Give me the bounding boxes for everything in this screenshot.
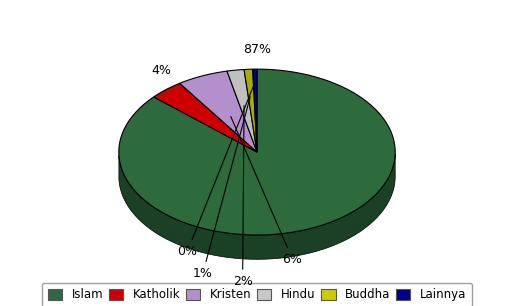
Text: 87%: 87%: [243, 43, 271, 56]
Polygon shape: [154, 83, 257, 152]
Polygon shape: [253, 69, 257, 152]
Text: 0%: 0%: [177, 84, 254, 258]
Polygon shape: [180, 71, 257, 152]
Polygon shape: [227, 69, 257, 152]
Text: 6%: 6%: [231, 117, 302, 266]
Polygon shape: [119, 69, 395, 235]
Polygon shape: [119, 154, 395, 259]
Legend: Islam, Katholik, Kristen, Hindu, Buddha, Lainnya: Islam, Katholik, Kristen, Hindu, Buddha,…: [42, 282, 472, 306]
Polygon shape: [244, 69, 257, 152]
Text: 1%: 1%: [193, 97, 250, 280]
Text: 4%: 4%: [152, 64, 171, 77]
Text: 2%: 2%: [233, 106, 252, 288]
